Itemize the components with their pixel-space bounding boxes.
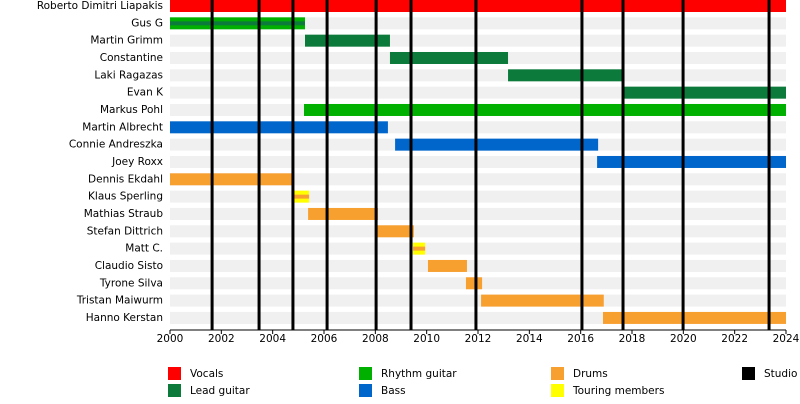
row-band — [170, 225, 786, 238]
legend-swatch — [742, 367, 755, 380]
x-tick-label: 2024 — [773, 333, 800, 345]
x-tick-label: 2002 — [208, 333, 235, 345]
member-bar — [377, 225, 414, 238]
row-band — [170, 294, 786, 307]
row-band — [170, 173, 786, 186]
member-label: Markus Pohl — [100, 104, 163, 116]
legend-swatch — [168, 384, 181, 397]
album-line — [325, 0, 329, 330]
member-bar — [465, 277, 483, 290]
member-label: Stefan Dittrich — [87, 225, 163, 237]
member-bar-stripe — [413, 246, 426, 251]
legend-swatch — [551, 384, 564, 397]
x-tick-label: 2018 — [619, 333, 646, 345]
row-band — [170, 242, 786, 255]
album-line — [767, 0, 771, 330]
legend-label: Vocals — [190, 368, 223, 380]
row-band — [170, 34, 786, 47]
member-bar — [303, 103, 786, 116]
member-label: Gus G — [131, 17, 163, 29]
member-label: Mathias Straub — [84, 208, 164, 220]
x-tick-label: 2020 — [670, 333, 697, 345]
x-tick-label: 2006 — [311, 333, 338, 345]
member-bar — [170, 0, 786, 12]
member-label: Constantine — [100, 52, 163, 64]
member-bar — [427, 259, 467, 272]
legend-label: Touring members — [572, 385, 664, 397]
member-bar — [597, 155, 786, 168]
x-tick-label: 2022 — [721, 333, 748, 345]
album-line — [621, 0, 625, 330]
legend-swatch — [168, 367, 181, 380]
member-bar — [508, 69, 624, 82]
album-line — [374, 0, 378, 330]
member-bar — [481, 294, 604, 307]
album-line — [409, 0, 413, 330]
member-bar — [170, 121, 388, 134]
legend-label: Drums — [573, 368, 608, 380]
member-label: Tyrone Silva — [99, 277, 163, 289]
member-label: Connie Andreszka — [69, 139, 163, 151]
x-tick-label: 2004 — [259, 333, 286, 345]
member-label: Martin Grimm — [90, 35, 163, 47]
member-bar-stripe — [170, 21, 306, 26]
row-band — [170, 190, 786, 203]
legend-label: Studio albums — [764, 368, 800, 380]
x-tick-label: 2000 — [157, 333, 184, 345]
member-label: Martin Albrecht — [82, 121, 163, 133]
member-label: Claudio Sisto — [95, 260, 163, 272]
member-label: Dennis Ekdahl — [88, 173, 163, 185]
member-bar — [602, 311, 786, 324]
legend-swatch — [359, 384, 372, 397]
member-label: Evan K — [127, 87, 164, 99]
album-line — [474, 0, 478, 330]
member-label: Joey Roxx — [111, 156, 163, 168]
member-label: Laki Ragazas — [94, 69, 163, 81]
x-tick-label: 2016 — [567, 333, 594, 345]
row-band — [170, 69, 786, 82]
row-band — [170, 17, 786, 30]
member-label: Matt C. — [125, 243, 163, 255]
legend-label: Bass — [381, 385, 406, 397]
member-bar — [395, 138, 599, 151]
album-line — [291, 0, 295, 330]
album-line — [210, 0, 214, 330]
x-tick-label: 2008 — [362, 333, 389, 345]
x-tick-label: 2014 — [516, 333, 543, 345]
legend-swatch — [551, 367, 564, 380]
member-bar — [308, 207, 378, 220]
row-band — [170, 207, 786, 220]
album-line — [580, 0, 584, 330]
member-label: Klaus Sperling — [88, 191, 163, 203]
member-label: Hanno Kerstan — [86, 312, 163, 324]
member-bar — [389, 51, 509, 64]
row-band — [170, 259, 786, 272]
legend-label: Rhythm guitar — [381, 368, 457, 380]
album-line — [681, 0, 685, 330]
x-tick-label: 2010 — [413, 333, 440, 345]
member-bar — [170, 173, 294, 186]
member-label: Tristan Maiwurm — [76, 295, 163, 307]
album-line — [257, 0, 261, 330]
member-bar — [623, 86, 786, 99]
legend-swatch — [359, 367, 372, 380]
x-tick-label: 2012 — [465, 333, 492, 345]
member-label: Roberto Dimitri Liapakis — [37, 0, 163, 12]
member-bar-stripe — [292, 194, 310, 199]
legend-label: Lead guitar — [190, 385, 250, 397]
